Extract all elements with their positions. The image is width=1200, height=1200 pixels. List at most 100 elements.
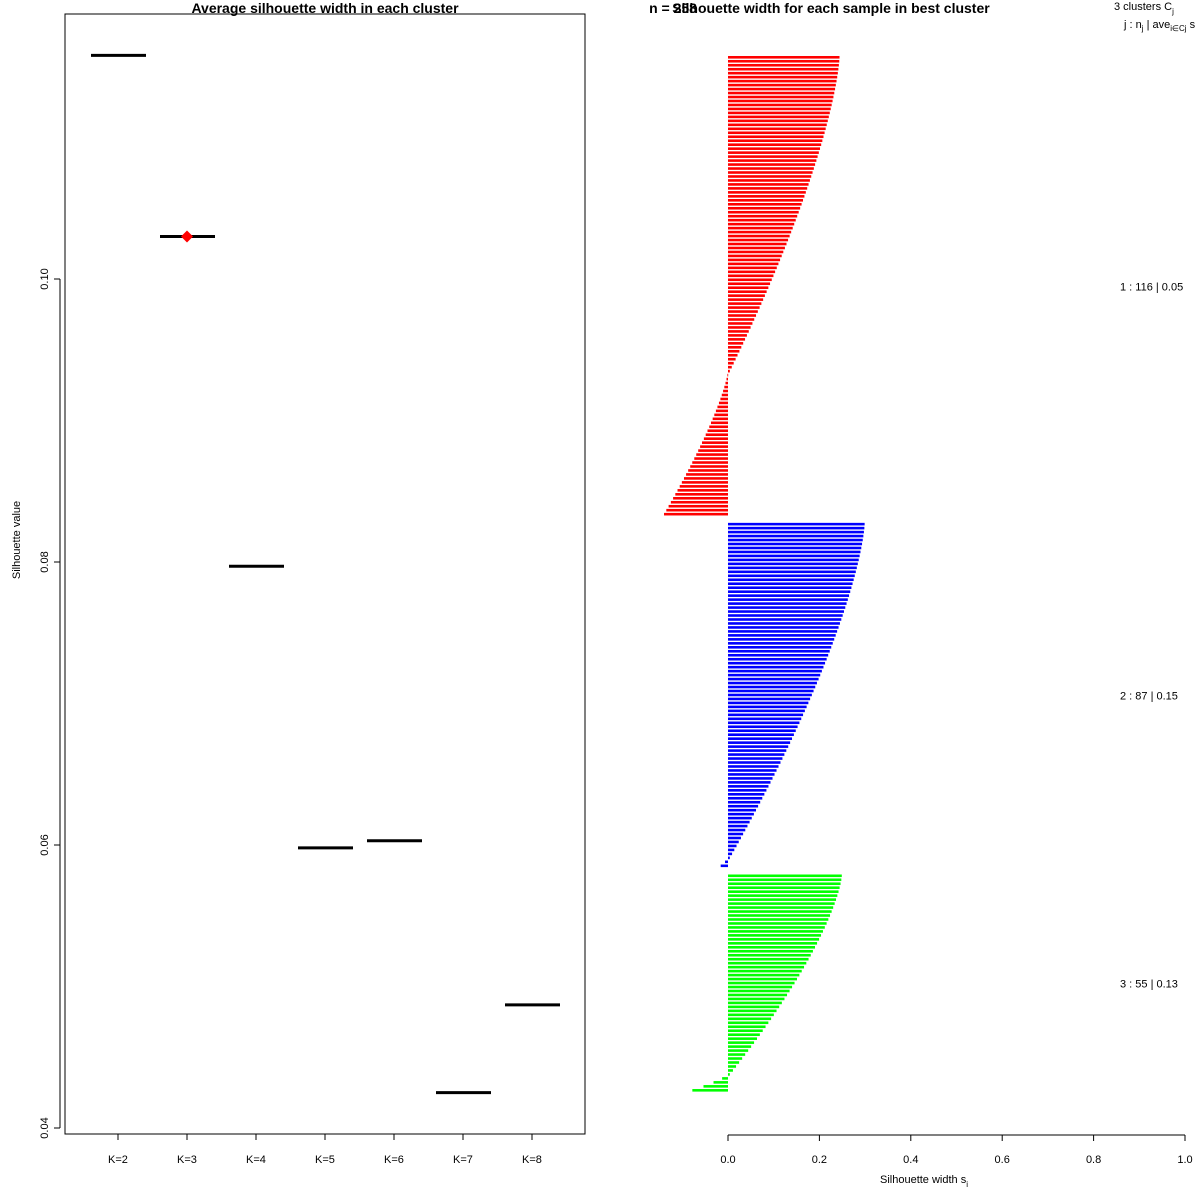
silhouette-bar — [728, 993, 788, 997]
silhouette-bar — [690, 465, 728, 468]
silhouette-bar — [728, 874, 842, 878]
silhouette-bar — [728, 87, 836, 91]
silhouette-bar — [726, 377, 728, 381]
silhouette-bar — [728, 902, 835, 905]
silhouette-bar — [728, 749, 787, 752]
silhouette-bar — [728, 785, 769, 788]
silhouette-bar — [728, 338, 746, 341]
y-tick-label: 0.04 — [39, 1117, 51, 1138]
y-tick-label: 0.06 — [39, 834, 51, 855]
silhouette-bar — [728, 369, 730, 373]
silhouette-bar — [728, 135, 824, 139]
left-title: Average silhouette width in each cluster — [191, 0, 459, 16]
x-tick-label: K=5 — [315, 1154, 335, 1166]
silhouette-bar — [728, 187, 808, 190]
silhouette-bar — [728, 757, 783, 760]
silhouette-bar — [728, 1061, 740, 1064]
silhouette-bar — [728, 79, 837, 83]
silhouette-bar — [728, 238, 789, 242]
silhouette-bar — [728, 107, 831, 111]
silhouette-bar — [728, 961, 807, 965]
silhouette-bar — [728, 214, 798, 218]
y-tick-label: 0.10 — [39, 268, 51, 289]
silhouette-bar — [728, 646, 832, 649]
silhouette-bar — [703, 1085, 728, 1088]
silhouette-bar — [714, 413, 728, 417]
silhouette-bar — [724, 385, 728, 389]
silhouette-bar — [722, 1077, 728, 1080]
silhouette-bar — [709, 425, 728, 429]
left-panel: Average silhouette width in each cluster… — [11, 0, 586, 1166]
silhouette-bar — [696, 453, 728, 456]
right-overlap-title: n = 258 — [649, 0, 697, 16]
silhouette-bar — [728, 91, 835, 95]
silhouette-bar — [728, 717, 802, 721]
silhouette-bar — [728, 657, 827, 661]
silhouette-bar — [728, 642, 833, 645]
silhouette-bar — [728, 973, 800, 977]
silhouette-bar — [728, 618, 842, 621]
silhouette-bar — [728, 56, 840, 59]
silhouette-bar — [728, 254, 782, 258]
silhouette-bar — [670, 500, 728, 504]
silhouette-bar — [728, 745, 789, 748]
silhouette-bar — [728, 709, 805, 713]
silhouette-bar — [728, 844, 737, 848]
silhouette-bar — [728, 665, 824, 669]
silhouette-bar — [728, 318, 755, 321]
silhouette-bar — [728, 681, 817, 685]
silhouette-bar — [728, 989, 790, 993]
silhouette-bar — [728, 930, 823, 933]
silhouette-bar — [728, 294, 765, 297]
silhouette-bar — [679, 485, 728, 488]
silhouette-bar — [728, 346, 742, 349]
silhouette-bar — [728, 250, 784, 254]
silhouette-bar — [728, 713, 804, 717]
right-xlabel: Silhouette width si — [880, 1174, 968, 1189]
silhouette-bar — [728, 729, 796, 733]
silhouette-bar — [728, 793, 765, 796]
silhouette-bar — [728, 274, 774, 278]
silhouette-bar — [728, 1001, 782, 1005]
silhouette-bar — [694, 457, 728, 460]
silhouette-bar — [728, 725, 798, 729]
silhouette-bar — [728, 75, 838, 79]
silhouette-bar — [728, 163, 816, 166]
silhouette-bar — [728, 270, 776, 274]
silhouette-bar — [728, 824, 748, 828]
silhouette-bar — [728, 705, 807, 709]
silhouette-bar — [728, 1069, 733, 1072]
silhouette-bar — [728, 753, 785, 756]
silhouette-bar — [668, 504, 728, 508]
silhouette-bar — [728, 594, 850, 597]
silhouette-bar — [728, 218, 796, 222]
silhouette-bar — [698, 449, 728, 452]
silhouette-bar — [713, 1081, 728, 1084]
silhouette-bar — [728, 143, 822, 146]
y-tick-label: 0.08 — [39, 551, 51, 572]
silhouette-bar — [728, 741, 791, 744]
silhouette-bar — [728, 326, 751, 329]
silhouette-bar — [728, 111, 830, 115]
left-ylabel: Silhouette value — [11, 501, 23, 579]
silhouette-bar — [728, 1045, 752, 1048]
silhouette-bar — [728, 977, 797, 981]
silhouette-bar — [728, 882, 841, 886]
silhouette-bar — [692, 461, 728, 464]
silhouette-bar — [681, 481, 728, 484]
silhouette-bar — [688, 469, 728, 472]
silhouette-bar — [728, 99, 833, 103]
silhouette-bar — [728, 985, 793, 989]
silhouette-bar — [702, 441, 728, 444]
silhouette-bar — [728, 298, 764, 301]
silhouette-bar — [728, 661, 826, 665]
silhouette-bar — [728, 195, 805, 198]
silhouette-bar — [728, 685, 816, 689]
silhouette-bar — [710, 421, 728, 425]
silhouette-bar — [728, 812, 754, 816]
silhouette-bar — [728, 946, 816, 949]
silhouette-bar — [715, 409, 728, 413]
x-tick-label: 0.4 — [903, 1154, 918, 1166]
silhouette-bar — [728, 278, 772, 282]
silhouette-bar — [727, 373, 729, 377]
